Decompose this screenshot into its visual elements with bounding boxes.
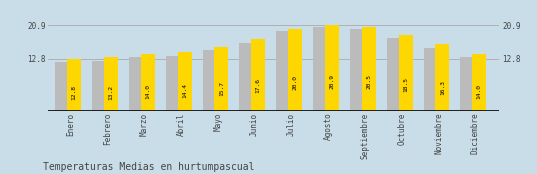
Bar xyxy=(129,57,143,111)
Bar xyxy=(424,48,438,111)
Bar xyxy=(472,54,486,111)
Bar xyxy=(214,47,228,111)
Bar xyxy=(92,61,106,111)
Bar xyxy=(313,27,327,111)
Bar xyxy=(387,38,401,111)
Bar xyxy=(55,62,69,111)
Text: 16.3: 16.3 xyxy=(440,80,445,95)
Bar xyxy=(460,57,474,111)
Text: 15.7: 15.7 xyxy=(219,81,224,96)
Text: 14.0: 14.0 xyxy=(477,84,482,99)
Bar xyxy=(166,56,180,111)
Bar xyxy=(240,43,253,111)
Bar xyxy=(202,50,216,111)
Bar xyxy=(436,44,449,111)
Bar xyxy=(288,29,302,111)
Bar xyxy=(350,29,364,111)
Bar xyxy=(251,39,265,111)
Bar xyxy=(325,25,339,111)
Bar xyxy=(141,54,155,111)
Text: Temperaturas Medias en hurtumpascual: Temperaturas Medias en hurtumpascual xyxy=(43,162,255,172)
Text: 20.9: 20.9 xyxy=(329,74,335,89)
Bar xyxy=(67,59,81,111)
Text: 13.2: 13.2 xyxy=(108,85,113,100)
Text: 20.0: 20.0 xyxy=(293,75,297,90)
Bar xyxy=(276,31,291,111)
Text: 14.4: 14.4 xyxy=(182,83,187,98)
Bar xyxy=(178,52,192,111)
Bar xyxy=(104,57,118,111)
Text: 12.8: 12.8 xyxy=(71,85,77,100)
Text: 20.5: 20.5 xyxy=(366,74,371,89)
Text: 17.6: 17.6 xyxy=(256,78,261,93)
Bar xyxy=(398,35,412,111)
Text: 14.0: 14.0 xyxy=(145,84,150,99)
Bar xyxy=(362,27,376,111)
Text: 18.5: 18.5 xyxy=(403,77,408,92)
